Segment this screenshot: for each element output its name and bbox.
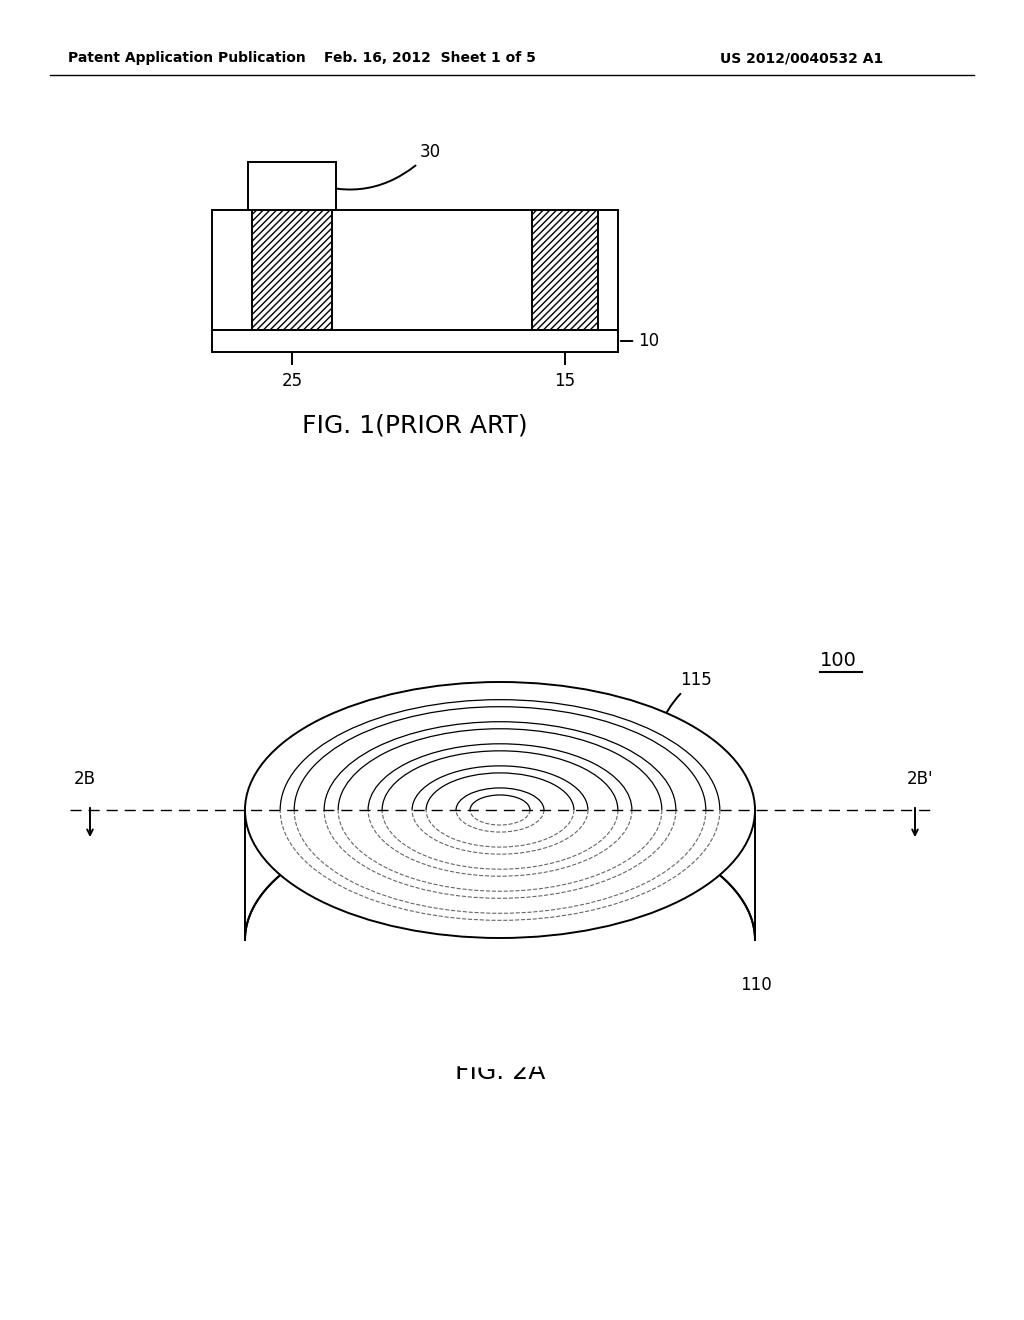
Text: FIG. 2A: FIG. 2A: [455, 1060, 545, 1084]
Text: 15: 15: [554, 372, 575, 389]
Text: US 2012/0040532 A1: US 2012/0040532 A1: [720, 51, 884, 65]
Text: Patent Application Publication: Patent Application Publication: [68, 51, 306, 65]
Bar: [248, 162, 336, 210]
Bar: [252, 210, 332, 330]
Text: 2B': 2B': [906, 770, 933, 788]
Polygon shape: [245, 810, 755, 940]
Text: 100: 100: [820, 651, 857, 671]
Text: 10: 10: [621, 333, 659, 350]
Bar: [212, 210, 618, 330]
Ellipse shape: [245, 682, 755, 939]
Text: Feb. 16, 2012  Sheet 1 of 5: Feb. 16, 2012 Sheet 1 of 5: [324, 51, 536, 65]
Text: 30: 30: [300, 143, 441, 190]
Text: 115: 115: [659, 671, 712, 729]
Text: 2B: 2B: [74, 770, 96, 788]
Text: 110: 110: [710, 884, 772, 994]
Bar: [212, 330, 618, 352]
Text: FIG. 1(PRIOR ART): FIG. 1(PRIOR ART): [302, 414, 527, 438]
Ellipse shape: [245, 812, 755, 1068]
Bar: [532, 210, 598, 330]
Text: 25: 25: [282, 372, 302, 389]
